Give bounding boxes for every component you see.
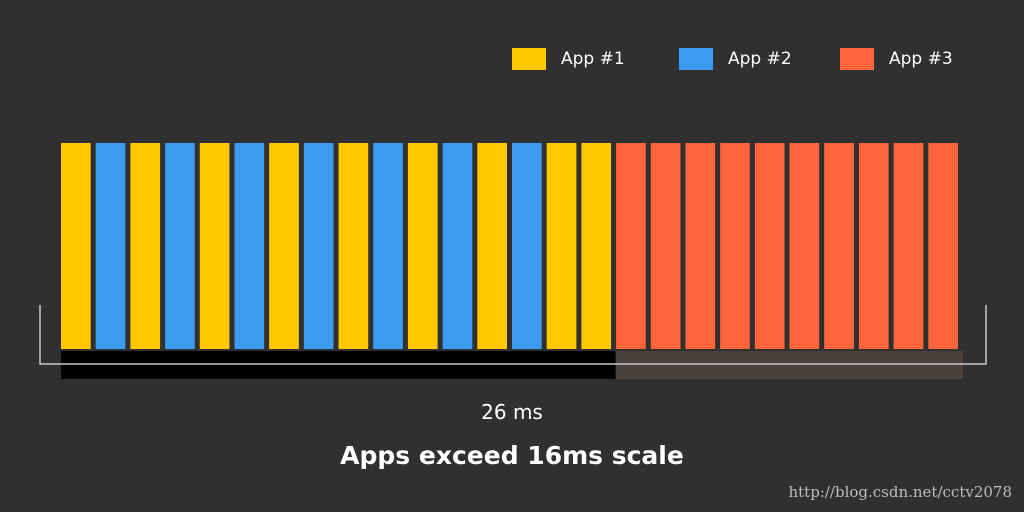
frame-bar-app2 — [234, 143, 265, 349]
frame-bar-app1 — [269, 143, 299, 349]
frame-bar-app3 — [720, 143, 750, 349]
frame-bar-app3 — [616, 143, 646, 349]
frame-bar-app2 — [373, 143, 403, 349]
legend-swatch-app3 — [840, 48, 874, 70]
frame-bar-app2 — [442, 143, 473, 349]
frame-bar-app3 — [824, 143, 854, 349]
frame-bar-app3 — [858, 143, 889, 349]
frame-bar-app2 — [165, 143, 195, 349]
frame-bar-app3 — [650, 143, 681, 349]
legend-item-app2: App #2 — [679, 48, 799, 70]
frame-bar-app1 — [546, 143, 577, 349]
frame-bar-app1 — [477, 143, 507, 349]
frame-bar-app1 — [199, 143, 230, 349]
frame-bar-app2 — [303, 143, 334, 349]
caption: Apps exceed 16ms scale — [340, 441, 684, 470]
frame-bar-app3 — [754, 143, 785, 349]
frame-bar-app2 — [512, 143, 542, 349]
legend-item-app1: App #1 — [512, 48, 632, 70]
legend-item-app3: App #3 — [840, 48, 960, 70]
legend-label-app1: App #1 — [561, 49, 625, 69]
legend-label-app3: App #3 — [889, 49, 953, 69]
frame-bar-app3 — [893, 143, 924, 349]
frame-bar-app1 — [338, 143, 369, 349]
frame-bar-app1 — [407, 143, 438, 349]
frame-bar-app1 — [130, 143, 161, 349]
legend-swatch-app2 — [679, 48, 713, 70]
frame-bar-app3 — [928, 143, 958, 349]
overflow-bar — [615, 351, 963, 379]
frame-bar-app2 — [95, 143, 126, 349]
frame-bar-app1 — [61, 143, 91, 349]
legend-swatch-app1 — [512, 48, 546, 70]
frame-bar-app3 — [685, 143, 716, 349]
frame-bar-app1 — [581, 143, 612, 349]
duration-label: 26 ms — [481, 400, 543, 424]
watermark: http://blog.csdn.net/cctv2078 — [788, 483, 1012, 501]
duration-bracket — [39, 305, 987, 365]
frame-bar-app3 — [789, 143, 820, 349]
frame-budget-bar — [61, 351, 616, 379]
legend-label-app2: App #2 — [728, 49, 792, 69]
